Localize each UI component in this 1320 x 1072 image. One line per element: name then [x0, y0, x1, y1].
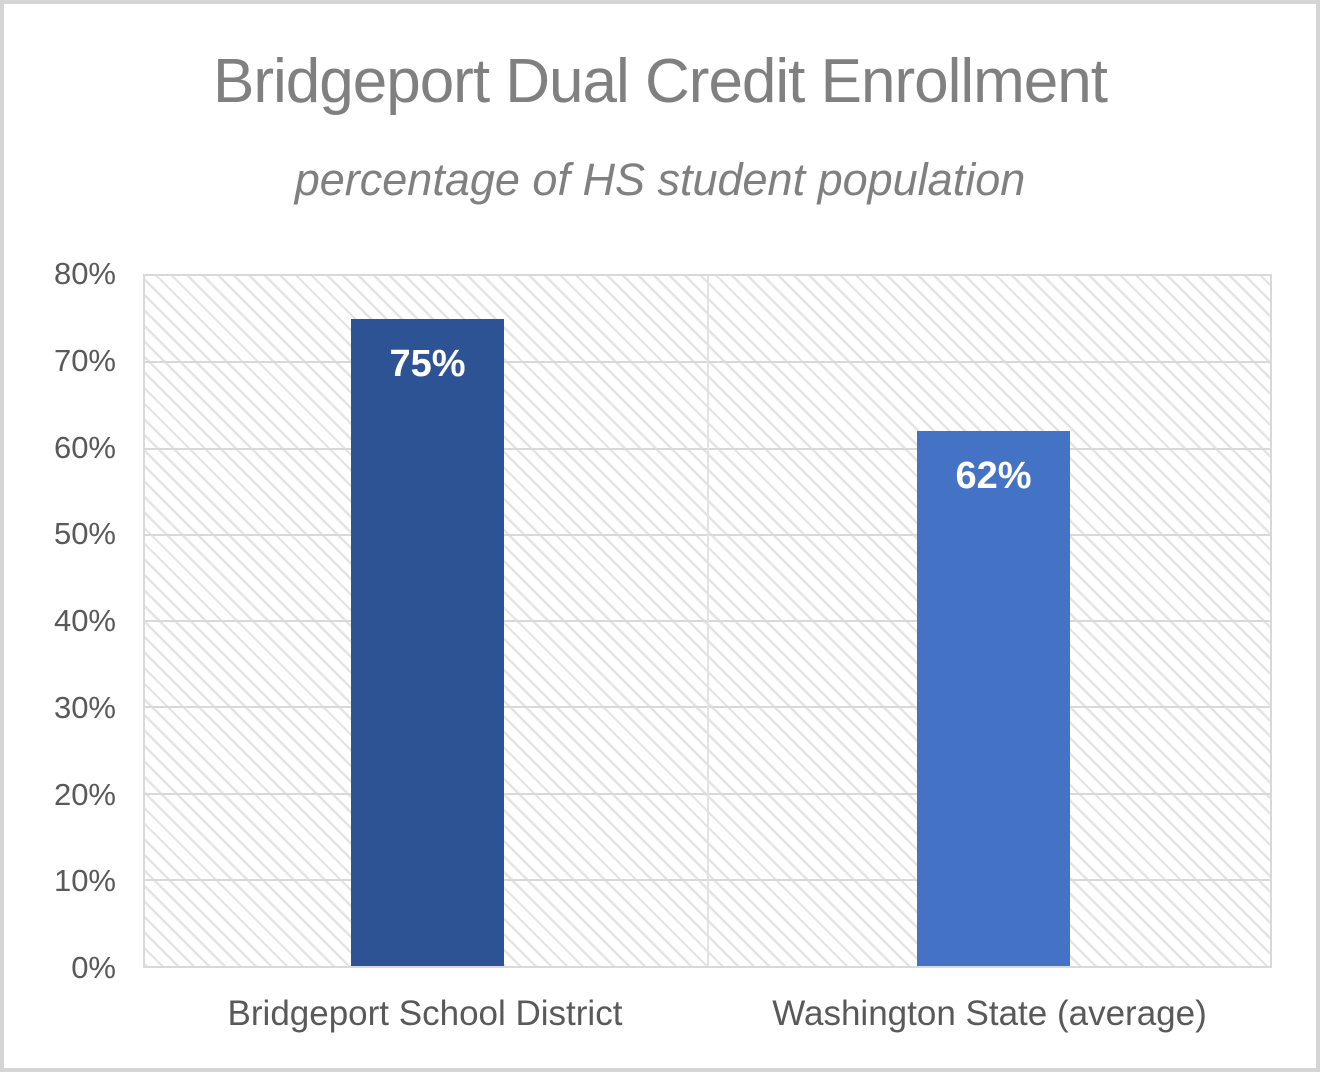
- y-axis-tick-label: 80%: [53, 256, 116, 291]
- y-axis-tick-label: 30%: [53, 689, 116, 725]
- y-axis-tick-label: 40%: [53, 603, 116, 638]
- gridline-vertical: [706, 276, 709, 966]
- chart-title: Bridgeport Dual Credit Enrollment: [213, 47, 1108, 116]
- x-axis-category-label: Bridgeport School District: [227, 994, 623, 1033]
- bar-washington-state-average: 62%: [917, 431, 1070, 966]
- y-axis-tick-label: 20%: [53, 776, 116, 812]
- y-axis-tick-label: 60%: [53, 429, 116, 465]
- y-axis-tick-label: 0%: [71, 950, 116, 985]
- bar-value-label: 75%: [389, 343, 466, 386]
- y-axis: 80% 70% 60% 50% 40% 30% 20% 10% 0%: [4, 256, 116, 985]
- y-axis-tick-label: 70%: [53, 342, 116, 378]
- plot-area: 75% 62%: [143, 274, 1272, 968]
- y-axis-tick-label: 10%: [53, 863, 116, 899]
- x-axis-category-label: Washington State (average): [772, 994, 1207, 1033]
- bar-value-label: 62%: [955, 455, 1032, 498]
- bar-bridgeport-school-district: 75%: [351, 319, 504, 966]
- y-axis-tick-label: 50%: [53, 516, 116, 552]
- chart-subtitle: percentage of HS student population: [294, 154, 1026, 205]
